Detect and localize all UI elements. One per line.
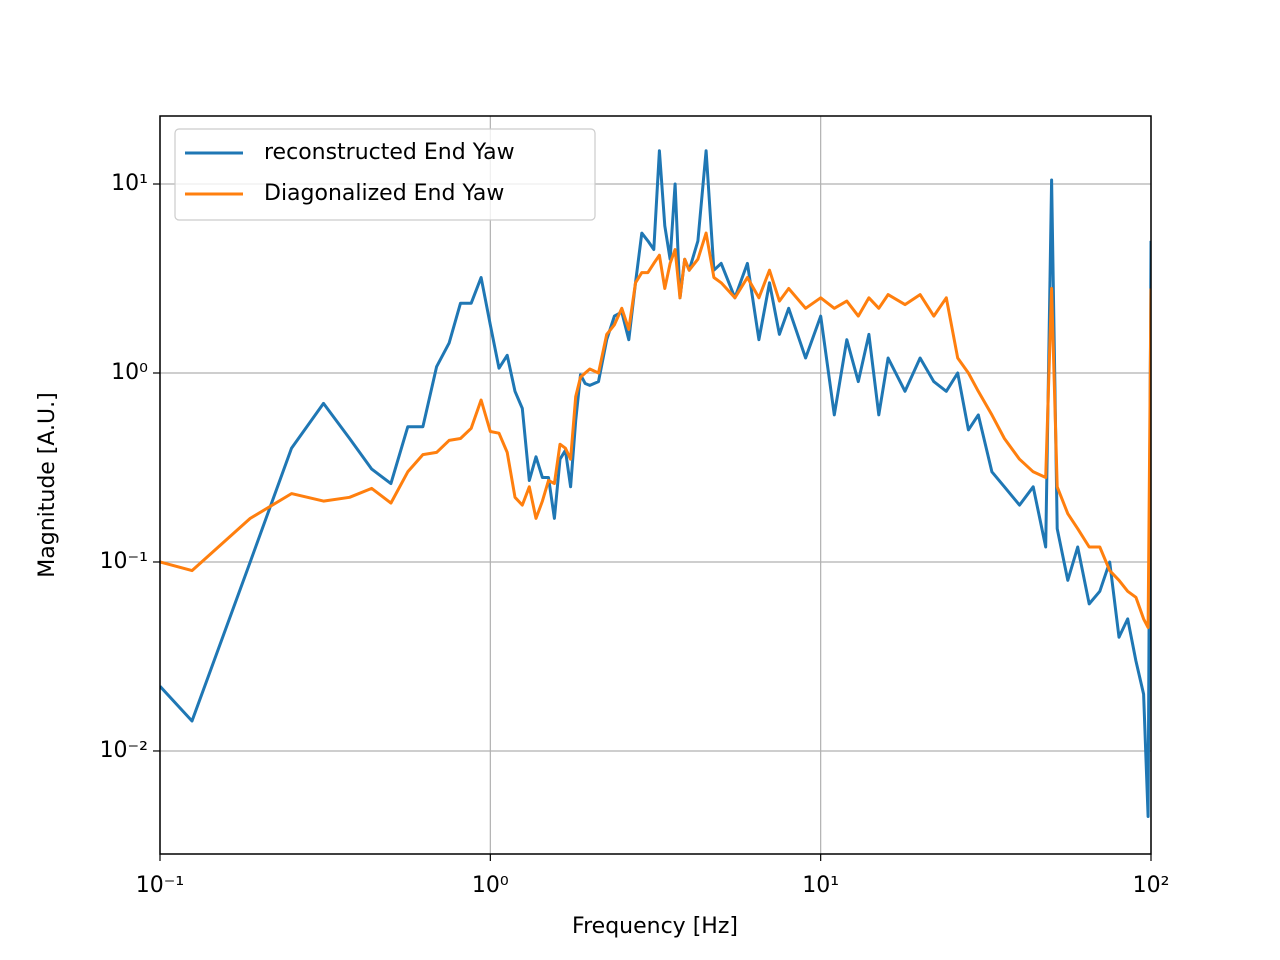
x-tick-label: 10⁰ [472, 873, 509, 898]
plot-frame [159, 115, 1152, 855]
x-tick-label: 10² [1133, 873, 1170, 898]
y-tick-label: 10⁻² [100, 738, 148, 763]
y-tick-label: 10⁰ [111, 360, 148, 385]
legend-label: Diagonalized End Yaw [264, 181, 504, 206]
x-tick-label: 10⁻¹ [136, 873, 184, 898]
legend-label: reconstructed End Yaw [264, 140, 515, 165]
x-axis-label: Frequency [Hz] [572, 914, 738, 939]
y-axis-label: Magnitude [A.U.] [35, 392, 60, 577]
series-line [160, 231, 1151, 629]
series-line [160, 149, 1151, 818]
y-tick-label: 10¹ [111, 171, 148, 196]
x-tick-label: 10¹ [802, 873, 839, 898]
legend-box [174, 128, 596, 221]
y-tick-label: 10⁻¹ [100, 549, 148, 574]
